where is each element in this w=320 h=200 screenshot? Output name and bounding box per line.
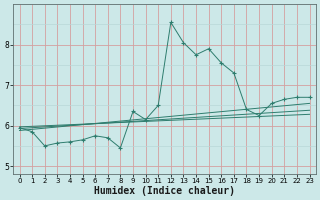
X-axis label: Humidex (Indice chaleur): Humidex (Indice chaleur) [94, 186, 235, 196]
